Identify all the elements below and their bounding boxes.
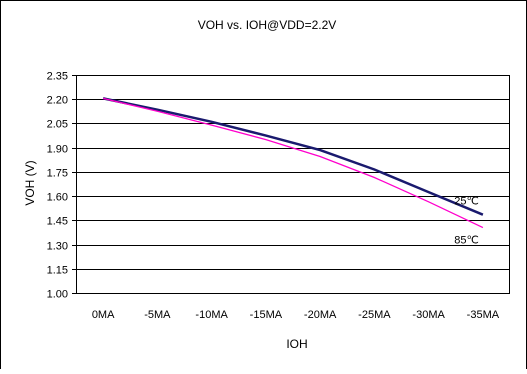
x-tick-label: -20MA (304, 309, 337, 321)
series-label-1: 85℃ (454, 235, 479, 247)
y-tick-label: 1.60 (47, 192, 68, 204)
chart-title: VOH vs. IOH@VDD=2.2V (198, 18, 337, 32)
x-tick-label: -15MA (250, 309, 283, 321)
y-tick-label: 1.75 (47, 168, 68, 180)
x-tick-label: -10MA (195, 309, 228, 321)
y-axis-label: VOH (V) (23, 160, 37, 205)
series-line-0 (102, 97, 484, 216)
y-tick-label: 1.45 (47, 216, 68, 228)
x-tick-label: 0MA (92, 309, 115, 321)
y-tick-label: 2.35 (47, 71, 68, 83)
series-label-0: 25℃ (454, 196, 479, 208)
y-tick-label: 1.15 (47, 265, 68, 277)
series-line-1 (102, 97, 484, 229)
x-tick-label: -30MA (412, 309, 445, 321)
y-tick-label: 2.20 (47, 95, 68, 107)
y-tick-label: 2.05 (47, 119, 68, 131)
y-tick-labels: 1.00 1.15 1.30 1.45 1.60 1.75 1.90 2.05 2.20 2.35 (47, 71, 68, 301)
plot-frame (76, 75, 510, 293)
series-layer (102, 97, 484, 229)
x-tick-label: -5MA (144, 309, 171, 321)
y-tick-label: 1.90 (47, 144, 68, 156)
y-tick-label: 1.00 (47, 289, 68, 301)
grid-layer (72, 75, 510, 294)
x-tick-labels: 0MA -5MA -10MA -15MA -20MA -25MA -30MA -35MA (92, 309, 500, 321)
x-axis-label: IOH (286, 337, 307, 351)
x-tick-label: -25MA (358, 309, 391, 321)
x-tick-label: -35MA (467, 309, 500, 321)
y-tick-label: 1.30 (47, 241, 68, 253)
series-label-layer: 25℃ 85℃ (454, 196, 479, 247)
